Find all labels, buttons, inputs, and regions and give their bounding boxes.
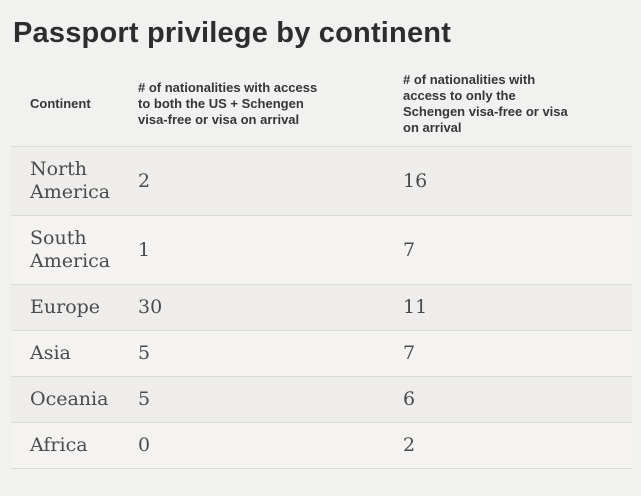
schengen-only-value-cell: 7 xyxy=(401,330,632,377)
table-header: Continent # of nationalities with access… xyxy=(11,64,632,147)
schengen-only-value-cell: 6 xyxy=(401,376,632,423)
table-row: Asia 5 7 xyxy=(11,330,632,377)
column-header-schengen-only: # of nationalities with access to only t… xyxy=(401,64,632,147)
us-schengen-value-cell: 2 xyxy=(136,146,401,216)
us-schengen-value-cell: 5 xyxy=(136,376,401,423)
table-row: Africa 0 2 xyxy=(11,422,632,469)
schengen-only-value-cell: 16 xyxy=(401,146,632,216)
continent-cell: Africa xyxy=(11,422,136,469)
table-body: North America 2 16 South America 1 7 Eur… xyxy=(11,146,632,469)
schengen-only-value-cell: 11 xyxy=(401,284,632,331)
schengen-only-value-cell: 7 xyxy=(401,215,632,285)
us-schengen-value-cell: 0 xyxy=(136,422,401,469)
column-header-us-schengen: # of nationalities with access to both t… xyxy=(136,64,401,147)
us-schengen-value-cell: 30 xyxy=(136,284,401,331)
column-header-continent: Continent xyxy=(11,64,136,147)
continent-cell: Europe xyxy=(11,284,136,331)
table-row: Europe 30 11 xyxy=(11,284,632,331)
header-row: Continent # of nationalities with access… xyxy=(11,64,632,147)
page-title: Passport privilege by continent xyxy=(13,17,452,49)
continent-cell: South America xyxy=(11,215,136,285)
schengen-only-value-cell: 2 xyxy=(401,422,632,469)
continent-cell: Oceania xyxy=(11,376,136,423)
continent-cell: North America xyxy=(11,146,136,216)
us-schengen-value-cell: 1 xyxy=(136,215,401,285)
table-row: Oceania 5 6 xyxy=(11,376,632,423)
continent-cell: Asia xyxy=(11,330,136,377)
passport-privilege-table: Continent # of nationalities with access… xyxy=(11,64,632,469)
table-row: South America 1 7 xyxy=(11,215,632,285)
us-schengen-value-cell: 5 xyxy=(136,330,401,377)
table-row: North America 2 16 xyxy=(11,146,632,216)
